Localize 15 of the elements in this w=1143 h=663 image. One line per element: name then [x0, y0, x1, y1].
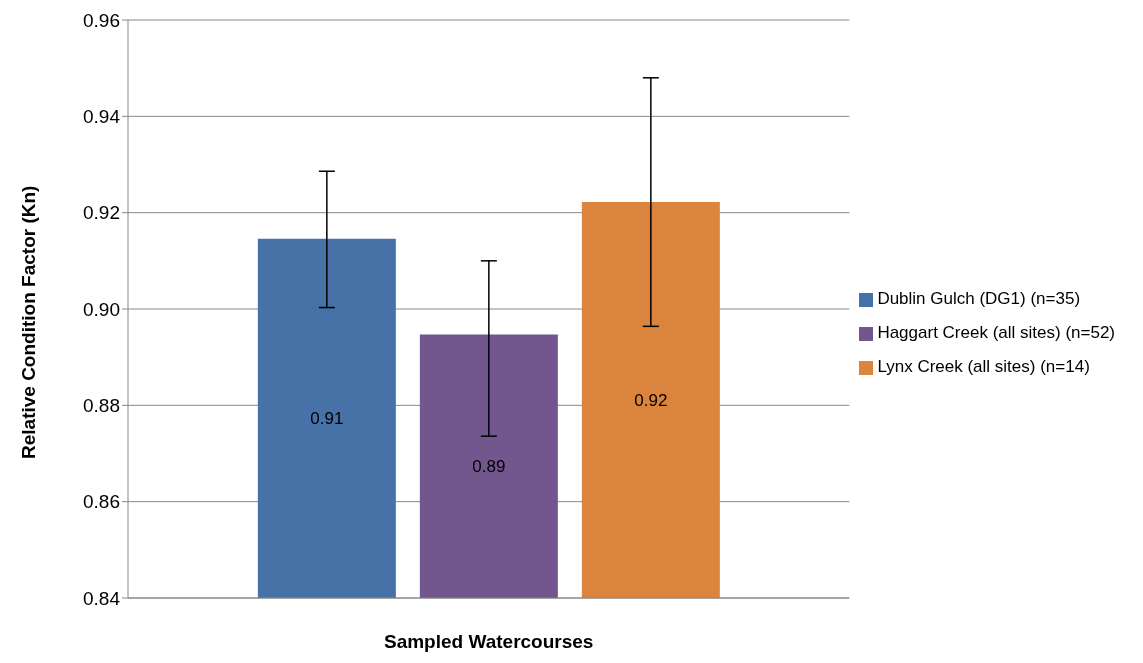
y-tick-label: 0.96 — [83, 9, 120, 31]
y-tick-label: 0.90 — [83, 298, 120, 320]
data-label: 0.92 — [634, 391, 668, 411]
legend-label: Dublin Gulch (DG1) (n=35) — [877, 289, 1081, 308]
data-label: 0.91 — [310, 409, 344, 429]
y-tick-label: 0.86 — [83, 491, 120, 513]
legend-label: Lynx Creek (all sites) (n=14) — [877, 357, 1090, 376]
y-tick-label: 0.94 — [83, 106, 121, 128]
y-tick-label: 0.92 — [83, 202, 120, 224]
y-tick-label: 0.84 — [83, 587, 121, 609]
data-label: 0.89 — [472, 457, 506, 477]
legend-label: Haggart Creek (all sites) (n=52) — [877, 323, 1115, 342]
y-tick-label: 0.88 — [83, 395, 120, 417]
x-axis-title: Sampled Watercourses — [383, 631, 594, 652]
y-axis-title: Relative Condition Factor (Kn) — [17, 185, 39, 459]
